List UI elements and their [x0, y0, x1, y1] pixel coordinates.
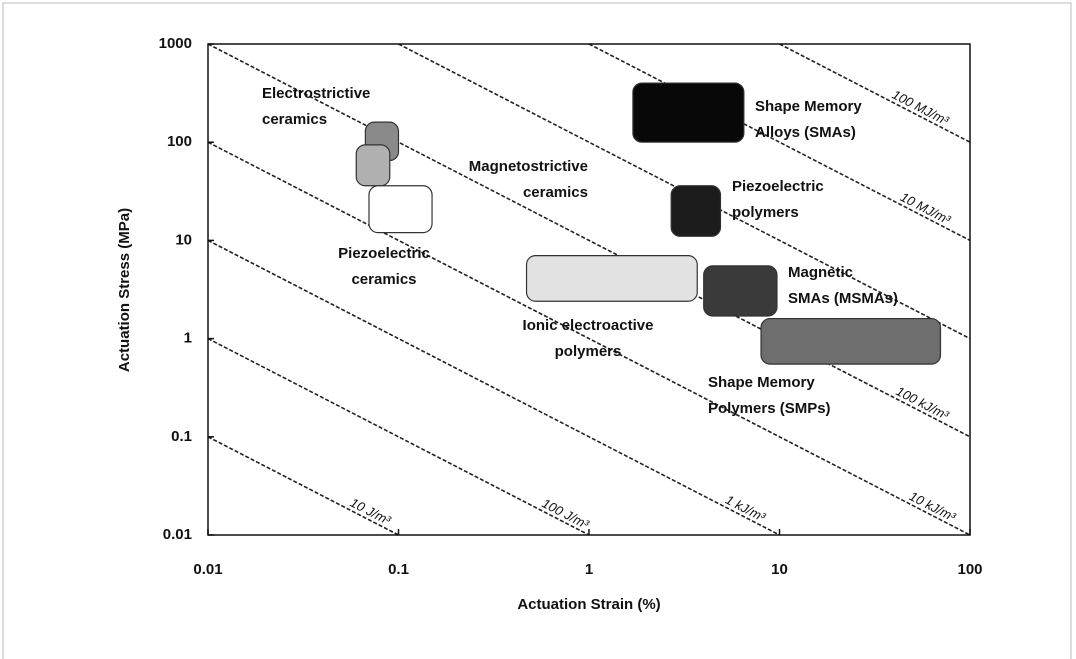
region-label: ceramics: [523, 184, 588, 201]
y-tick-label: 10: [175, 231, 192, 248]
x-tick-label: 0.01: [193, 561, 222, 578]
energy-line: [588, 44, 970, 242]
region-label: polymers: [732, 204, 799, 221]
energy-line: [208, 141, 970, 535]
region: [670, 185, 722, 237]
region: [368, 185, 433, 234]
y-tick-label: 1: [184, 330, 192, 347]
region-label: Ionic electroactive: [523, 317, 654, 334]
region: [525, 255, 698, 302]
region-label: Magnetostrictive: [469, 158, 588, 175]
region: [703, 265, 778, 317]
region-label: ceramics: [351, 271, 416, 288]
y-tick-label: 1000: [159, 35, 192, 52]
region-label: Alloys (SMAs): [755, 124, 856, 141]
energy-label: 100 kJ/m³: [894, 383, 952, 423]
y-tick-label: 100: [167, 133, 192, 150]
y-tick-label: 0.1: [171, 428, 192, 445]
region: [355, 144, 391, 187]
region-label: Shape Memory: [708, 374, 815, 391]
energy-line: [208, 239, 780, 535]
x-axis-title: Actuation Strain (%): [517, 596, 660, 613]
region-label: Shape Memory: [755, 98, 862, 115]
energy-label: 100 MJ/m³: [890, 87, 952, 129]
region-label: SMAs (MSMAs): [788, 290, 898, 307]
energy-line: [208, 436, 399, 535]
region-label: Piezoelectric: [732, 178, 824, 195]
region-label: Magnetic: [788, 264, 853, 281]
x-tick-label: 100: [957, 561, 982, 578]
region: [760, 317, 942, 365]
x-tick-label: 0.1: [388, 561, 409, 578]
energy-label: 1 kJ/m³: [723, 492, 768, 525]
x-tick-label: 10: [771, 561, 788, 578]
region-label: Piezoelectric: [338, 245, 430, 262]
region: [632, 82, 745, 143]
energy-label: 10 J/m³: [348, 495, 394, 528]
region-label: ceramics: [262, 111, 327, 128]
y-tick-label: 0.01: [163, 526, 192, 543]
energy-line: [208, 44, 970, 438]
region-label: Electrostrictive: [262, 85, 370, 102]
region-label: Polymers (SMPs): [708, 400, 831, 417]
energy-line: [208, 337, 590, 535]
region-label: polymers: [555, 343, 622, 360]
y-axis-title: Actuation Stress (MPa): [116, 208, 133, 372]
x-tick-label: 1: [585, 561, 593, 578]
